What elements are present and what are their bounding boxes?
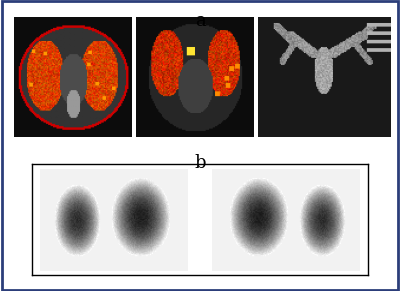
Text: a: a	[195, 12, 205, 30]
Text: b: b	[194, 154, 206, 172]
